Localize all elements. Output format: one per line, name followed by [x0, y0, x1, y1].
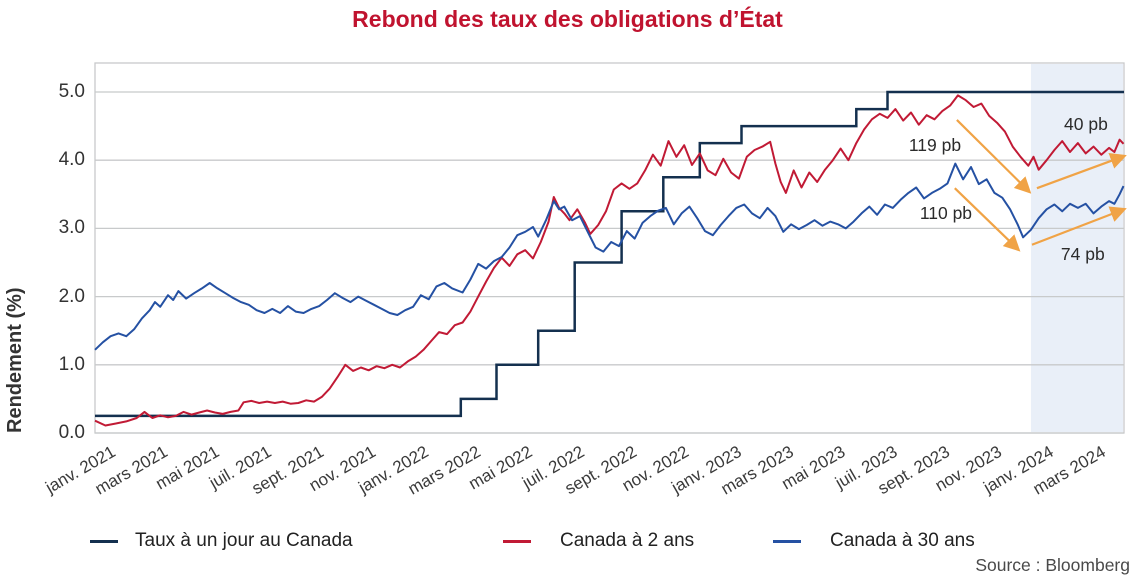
annotation-label: 110 pb	[919, 203, 973, 224]
annotation-arrow	[956, 119, 1032, 194]
y-axis-title: Rendement (%)	[4, 287, 26, 433]
highlight-region-2024	[1030, 64, 1123, 432]
y-tick-label: 2.0	[58, 285, 85, 307]
legend-swatch	[90, 540, 118, 543]
annotation-arrow	[954, 187, 1021, 252]
legend-label: Canada à 2 ans	[560, 530, 695, 551]
y-tick-label: 4.0	[58, 149, 85, 171]
canada-30y-line	[94, 162, 1125, 351]
annotation-label: 40 pb	[1064, 113, 1108, 134]
annotation-label: 119 pb	[908, 134, 962, 155]
chart-title: Rebond des taux des obligations d’État	[352, 6, 783, 32]
legend-swatch	[773, 540, 801, 543]
y-tick-label: 3.0	[58, 217, 85, 239]
annotation-arrow	[1036, 153, 1127, 190]
legend-swatch	[503, 540, 531, 543]
plot-frame	[94, 62, 1125, 434]
annotation-label: 74 pb	[1060, 243, 1105, 264]
overnight-rate-line	[95, 90, 1124, 418]
y-tick-label: 0.0	[58, 422, 85, 443]
legend-label: Canada à 30 ans	[830, 530, 975, 551]
canada-2y-line	[94, 94, 1125, 427]
legend-label: Taux à un jour au Canada	[135, 530, 353, 551]
y-tick-label: 5.0	[58, 81, 85, 102]
source-note: Source : Bloomberg	[975, 555, 1130, 575]
annotation-arrow	[1031, 206, 1127, 246]
y-tick-label: 1.0	[58, 353, 85, 375]
